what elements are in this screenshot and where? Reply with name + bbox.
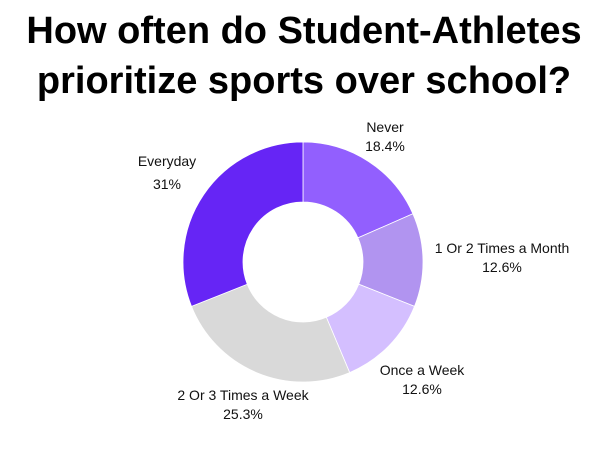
- value-label: 25.3%: [223, 406, 263, 422]
- category-label: 1 Or 2 Times a Month: [434, 240, 570, 256]
- value-label: 18.4%: [365, 138, 405, 154]
- donut-slice-2-or-3-times-a-week: [190, 283, 351, 383]
- chart-title: How often do Student-Athletes prioritize…: [0, 6, 608, 106]
- category-label: Never: [366, 119, 404, 135]
- chart-title-line-1: How often do Student-Athletes: [26, 10, 582, 52]
- value-label: 31%: [152, 176, 182, 192]
- category-label: Everyday: [137, 153, 197, 169]
- donut-slice-never: [302, 141, 414, 239]
- slice-label-everyday: Everyday 31%: [138, 150, 196, 196]
- slice-label-weekly: Once a Week 12.6%: [380, 361, 465, 399]
- value-label: 12.6%: [402, 381, 442, 397]
- value-label: 12.6%: [482, 259, 522, 275]
- donut-slice-everyday: [182, 141, 304, 307]
- slice-label-2-3-weekly: 2 Or 3 Times a Week 25.3%: [177, 386, 308, 424]
- category-label: Once a Week: [379, 362, 465, 378]
- chart-title-line-2: prioritize sports over school?: [36, 60, 572, 102]
- category-label: 2 Or 3 Times a Week: [177, 387, 309, 403]
- slice-label-never: Never 18.4%: [365, 118, 405, 156]
- slice-label-monthly: 1 Or 2 Times a Month 12.6%: [435, 239, 570, 277]
